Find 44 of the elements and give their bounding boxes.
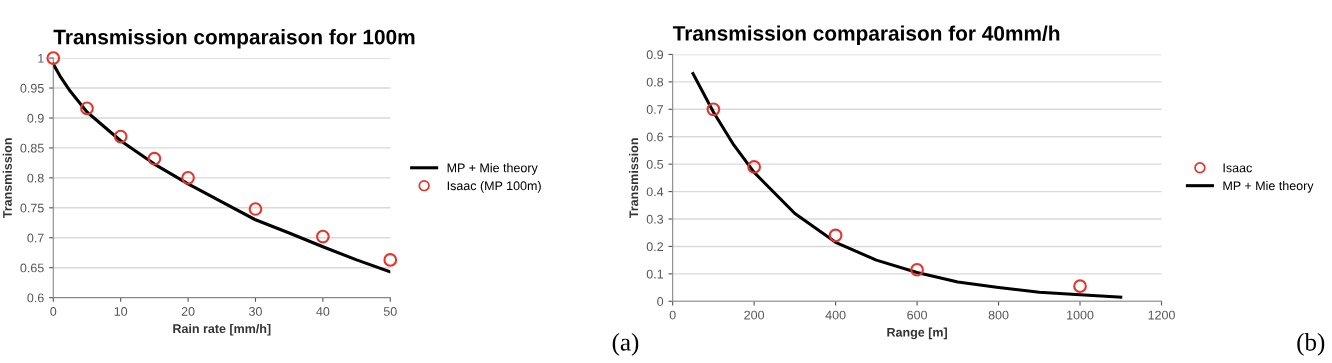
- y-axis-title: Transmission: [2, 138, 12, 219]
- y-tick-label: 0.5: [646, 159, 664, 169]
- x-axis-title: Range [m]: [887, 327, 947, 340]
- x-tick-label: 30: [249, 307, 262, 316]
- chart-title: Transmission comparaison for 100m: [53, 29, 415, 49]
- x-axis-title: Rain rate [mm/h]: [173, 323, 271, 336]
- legend-label: MP + Mie theory: [1223, 181, 1314, 193]
- y-tick-label: 0.2: [646, 242, 664, 252]
- y-tick-label: 0.6: [27, 293, 44, 303]
- x-tick-label: 800: [988, 310, 1009, 320]
- legend-label: MP + Mie theory: [447, 163, 538, 175]
- y-tick-label: 0.75: [20, 203, 44, 213]
- y-tick-label: 0.65: [20, 263, 44, 273]
- y-tick-label: 0.7: [27, 233, 44, 243]
- chart-title: Transmission comparaison for 40mm/h: [672, 25, 1060, 45]
- x-tick-label: 1200: [1148, 310, 1175, 320]
- x-tick-label: 40: [316, 307, 330, 316]
- x-tick-label: 0: [669, 310, 676, 320]
- y-axis-title: Transmission: [629, 138, 639, 219]
- x-tick-label: 1000: [1067, 310, 1094, 320]
- legend-label: Isaac: [1223, 163, 1252, 173]
- y-tick-label: 0.9: [27, 113, 44, 123]
- y-tick-label: 0.8: [27, 173, 44, 183]
- x-tick-label: 20: [181, 307, 195, 316]
- y-tick-label: 0.85: [20, 143, 44, 153]
- x-tick-label: 10: [114, 307, 128, 316]
- text: (b): [1297, 333, 1325, 356]
- x-tick-label: 600: [907, 310, 928, 320]
- text: (a): [612, 333, 639, 356]
- y-tick-label: 0.6: [646, 132, 664, 142]
- y-tick-label: 1: [38, 54, 44, 63]
- y-tick-label: 0.9: [646, 50, 664, 60]
- x-tick-label: 200: [744, 310, 765, 320]
- y-tick-label: 0.3: [646, 214, 664, 224]
- y-tick-label: 0: [657, 297, 664, 306]
- y-tick-label: 0.95: [20, 83, 44, 93]
- x-tick-label: 400: [825, 310, 846, 320]
- y-tick-label: 0.7: [646, 105, 664, 114]
- y-tick-label: 0.8: [646, 77, 664, 87]
- y-tick-label: 0.1: [646, 269, 664, 279]
- legend-label: Isaac (MP 100m): [447, 181, 541, 193]
- x-tick-label: 50: [383, 307, 397, 316]
- y-tick-label: 0.4: [646, 187, 664, 197]
- x-tick-label: 0: [50, 307, 57, 316]
